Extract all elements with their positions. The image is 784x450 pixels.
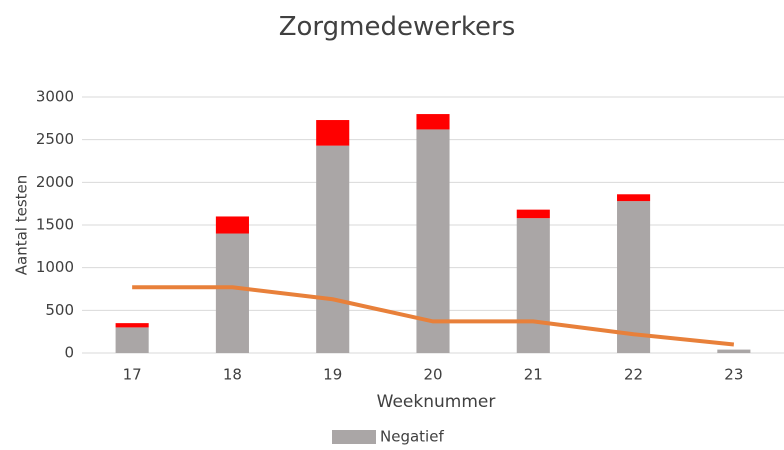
bar-segment bbox=[516, 218, 550, 353]
x-tick-label: 17 bbox=[123, 366, 142, 384]
x-tick-label: 20 bbox=[423, 366, 442, 384]
x-tick-label: 23 bbox=[724, 366, 743, 384]
y-tick-label: 2500 bbox=[36, 130, 74, 148]
y-tick-label: 0 bbox=[64, 344, 74, 362]
x-axis-label: Weeknummer bbox=[377, 392, 496, 412]
bar-segment bbox=[215, 216, 249, 234]
y-tick-label: 1500 bbox=[36, 216, 74, 234]
bar-segment bbox=[617, 201, 651, 353]
y-tick-label: 1000 bbox=[36, 258, 74, 276]
y-tick-label: 3000 bbox=[36, 88, 74, 106]
x-tick-label: 22 bbox=[624, 366, 643, 384]
bar-segment bbox=[516, 209, 550, 219]
x-tick-label: 21 bbox=[524, 366, 543, 384]
legend-label: Negatief bbox=[380, 428, 444, 446]
line bbox=[132, 285, 735, 347]
bar-segment bbox=[416, 129, 450, 353]
bar-segment bbox=[115, 323, 149, 328]
bar-segment bbox=[115, 327, 149, 353]
bar-segment bbox=[717, 349, 751, 353]
y-tick-label: 2000 bbox=[36, 173, 74, 191]
chart-title: Zorgmedewerkers bbox=[278, 12, 516, 42]
bar-segment bbox=[316, 145, 350, 353]
x-tick-label: 19 bbox=[323, 366, 342, 384]
bar-segment bbox=[215, 233, 249, 353]
legend-swatch bbox=[332, 430, 376, 444]
y-axis-label: Aantal testen bbox=[13, 175, 31, 276]
x-tick-label: 18 bbox=[223, 366, 242, 384]
y-tick-label: 500 bbox=[45, 301, 74, 319]
bar-segment bbox=[316, 120, 350, 146]
bar-segment bbox=[617, 194, 651, 202]
bar-segment bbox=[416, 114, 450, 130]
